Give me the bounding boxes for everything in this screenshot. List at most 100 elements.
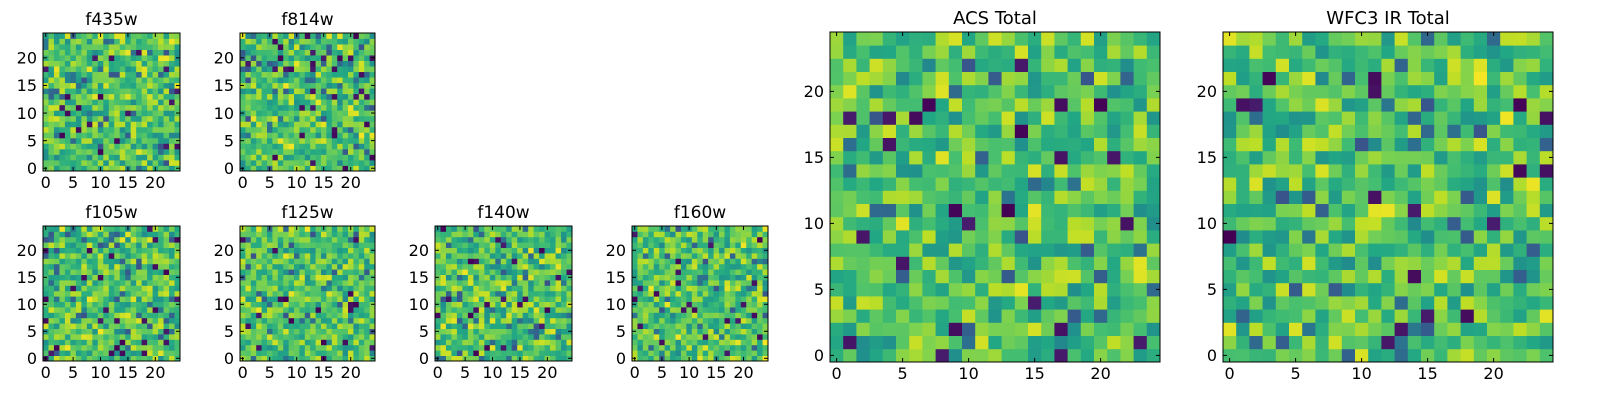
heatmap-cell [256,38,262,45]
heatmap-cell [1262,335,1277,350]
heatmap-cell [1080,348,1095,363]
heatmap-cell [1341,269,1356,284]
heatmap-cell [130,236,137,243]
heatmap-cell [1107,45,1121,59]
heatmap-cell [1146,32,1161,46]
heatmap-cell [1275,269,1290,284]
heatmap-cell [1341,230,1356,244]
heatmap-cell [114,312,121,319]
heatmap-cell [141,247,148,254]
heatmap-cell [1223,335,1237,350]
heatmap-cell [1249,190,1263,204]
heatmap-cell [1473,269,1488,284]
heatmap-cell [358,93,365,100]
heatmap-cell [108,274,115,281]
heatmap-cell [746,226,753,232]
heatmap-cell [445,339,452,346]
heatmap-cell [342,137,349,144]
heatmap-cell [1014,216,1029,231]
heatmap-cell [163,66,170,73]
heatmap-cell [653,274,660,281]
heatmap-cell [245,60,252,67]
heatmap-cell [250,350,257,356]
x-tick-label: 15 [1024,364,1044,383]
heatmap-cell [1067,98,1082,112]
heatmap-cell [697,236,704,243]
heatmap-cell [250,344,257,351]
heatmap-cell [473,274,480,281]
heatmap-cell [1001,269,1016,284]
heatmap-cell [53,258,60,265]
heatmap-cell [136,236,143,243]
heatmap-cell [119,334,126,340]
heatmap-cell [147,159,153,166]
heatmap-cell [909,269,923,284]
heatmap-cell [632,296,638,302]
heatmap-cell [141,258,148,265]
heatmap-cell [751,242,758,248]
heatmap-cell [53,88,60,95]
heatmap-cell [245,143,252,150]
heatmap-cell [283,323,289,329]
heatmap-cell [353,38,360,45]
heatmap-cell [544,339,551,346]
heatmap-cell [86,110,93,117]
heatmap-cell [1328,269,1343,284]
heatmap-cell [261,312,268,319]
heatmap-cell [245,165,252,172]
heatmap-cell [43,77,49,84]
heatmap-cell [751,301,758,308]
heatmap-cell [136,143,143,150]
heatmap-cell [566,296,573,302]
heatmap-cell [653,334,660,340]
heatmap-cell [158,49,164,56]
heatmap-cell [1539,243,1554,257]
heatmap-cell [478,290,485,297]
heatmap-cell [762,236,769,243]
heatmap-cell [561,334,567,340]
heatmap-cell [152,307,159,313]
heatmap-cell [856,150,870,165]
heatmap-cell [283,110,289,117]
heatmap-cell [326,121,333,128]
heatmap-cell [435,263,441,270]
heatmap-cell [75,49,82,56]
heatmap-cell [261,263,268,270]
heatmap-cell [48,126,55,133]
heatmap-cell [304,60,311,67]
heatmap-cell [1067,190,1082,204]
heatmap-cell [1421,216,1435,231]
heatmap-cell [86,104,93,111]
heatmap-cell [1289,190,1303,204]
heatmap-cell [506,350,513,356]
heatmap-cell [751,269,758,275]
heatmap-cell [896,98,910,112]
heatmap-cell [283,317,289,324]
heatmap-cell [751,339,758,346]
heatmap-cell [108,49,115,56]
heatmap-cell [331,312,338,319]
heatmap-cell [114,339,121,346]
heatmap-cell [321,312,327,319]
heatmap-cell [522,355,529,362]
heatmap-cell [697,285,704,292]
heatmap-cell [353,301,360,308]
heatmap-cell [48,137,55,144]
heatmap-cell [1028,45,1042,59]
heatmap-cell [473,296,480,302]
heatmap-cell [500,328,507,335]
heatmap-cell [70,38,77,45]
heatmap-cell [304,307,311,313]
heatmap-cell [130,82,137,89]
heatmap-cell [935,58,950,72]
heatmap-cell [1526,243,1541,257]
heatmap-cell [108,285,115,292]
heatmap-cell [315,60,322,67]
heatmap-cell [653,312,660,319]
heatmap-cell [277,231,284,238]
heatmap-cell [64,165,71,172]
heatmap-cell [495,263,502,270]
heatmap-cell [555,307,562,313]
heatmap-cell [48,328,55,335]
heatmap-cell [1262,203,1277,218]
